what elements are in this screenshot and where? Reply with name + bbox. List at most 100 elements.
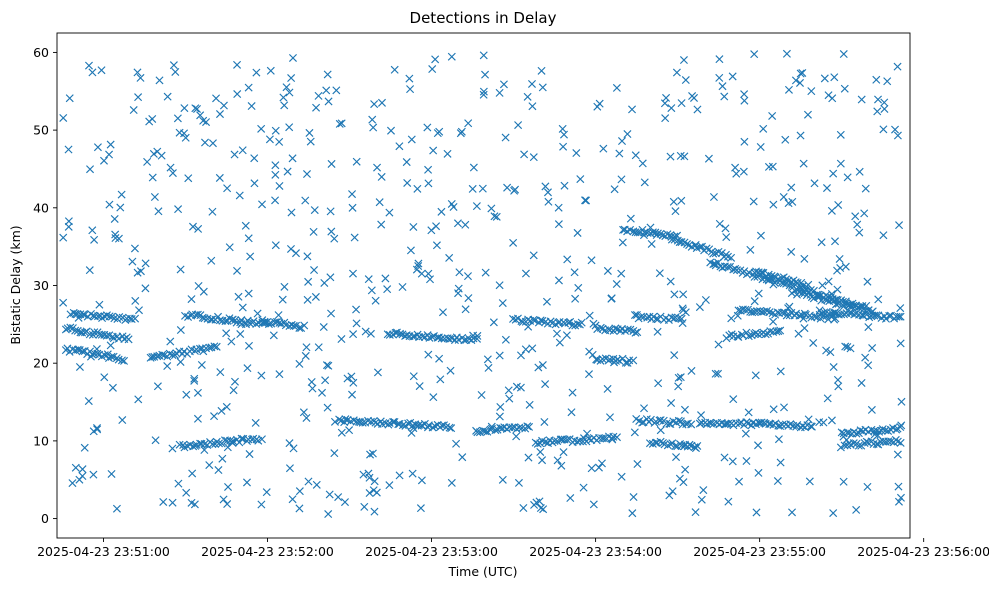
data-point-x-marker: [749, 197, 758, 206]
data-point-x-marker: [299, 408, 308, 417]
data-point-x-marker: [752, 508, 761, 517]
data-point-x-marker: [244, 234, 253, 243]
data-point-x-marker: [324, 510, 333, 519]
data-point-x-marker: [188, 469, 197, 478]
y-tick-label: 40: [33, 200, 49, 215]
data-point-x-marker: [128, 257, 137, 266]
data-point-x-marker: [774, 435, 783, 444]
data-point-x-marker: [227, 337, 236, 346]
data-point-x-marker: [681, 76, 690, 85]
data-point-x-marker: [688, 92, 697, 101]
data-point-x-marker: [340, 498, 349, 507]
data-point-x-marker: [621, 326, 630, 335]
data-point-x-marker: [244, 289, 253, 298]
data-point-x-marker: [542, 297, 551, 306]
data-point-x-marker: [233, 266, 242, 275]
data-point-x-marker: [198, 344, 207, 353]
data-point-x-marker: [218, 454, 227, 463]
data-point-x-marker: [815, 292, 824, 301]
data-point-x-marker: [271, 170, 280, 179]
data-point-x-marker: [332, 86, 341, 95]
data-point-x-marker: [305, 128, 314, 137]
data-point-x-marker: [376, 417, 385, 426]
data-point-x-marker: [168, 169, 177, 178]
data-point-x-marker: [413, 184, 422, 193]
data-point-x-marker: [863, 482, 872, 491]
data-point-x-marker: [424, 269, 433, 278]
data-point-x-marker: [839, 50, 848, 59]
data-point-x-marker: [233, 60, 242, 69]
data-point-x-marker: [503, 183, 512, 192]
data-point-x-marker: [560, 181, 569, 190]
data-points: [59, 49, 906, 519]
data-point-x-marker: [570, 268, 579, 277]
data-point-x-marker: [153, 147, 162, 156]
data-point-x-marker: [639, 231, 648, 240]
data-point-x-marker: [249, 434, 258, 443]
data-point-x-marker: [805, 287, 814, 296]
data-point-x-marker: [499, 80, 508, 89]
data-point-x-marker: [656, 426, 665, 435]
data-point-x-marker: [854, 441, 863, 450]
data-point-x-marker: [793, 278, 802, 287]
data-point-x-marker: [455, 268, 464, 277]
data-point-x-marker: [205, 461, 214, 470]
data-point-x-marker: [628, 509, 637, 518]
data-point-x-marker: [225, 243, 234, 252]
data-point-x-marker: [669, 197, 678, 206]
data-point-x-marker: [413, 330, 422, 339]
data-point-x-marker: [872, 439, 881, 448]
data-point-x-marker: [208, 139, 217, 148]
data-point-x-marker: [514, 121, 523, 130]
data-point-x-marker: [867, 405, 876, 414]
data-point-x-marker: [216, 368, 225, 377]
data-point-x-marker: [687, 420, 696, 429]
data-point-x-marker: [274, 311, 283, 320]
data-point-x-marker: [282, 83, 291, 92]
data-point-x-marker: [141, 284, 150, 293]
data-point-x-marker: [509, 238, 518, 247]
data-point-x-marker: [595, 99, 604, 108]
chart-title: Detections in Delay: [410, 9, 557, 27]
data-point-x-marker: [71, 463, 80, 472]
data-point-x-marker: [568, 388, 577, 397]
data-point-x-marker: [879, 125, 888, 134]
data-point-x-marker: [524, 322, 533, 331]
data-point-x-marker: [436, 375, 445, 384]
data-point-x-marker: [64, 145, 73, 154]
data-point-x-marker: [540, 417, 549, 426]
data-point-x-marker: [208, 207, 217, 216]
x-tick-label: 2025-04-23 23:53:00: [365, 544, 498, 559]
data-point-x-marker: [373, 163, 382, 172]
data-point-x-marker: [424, 165, 433, 174]
data-point-x-marker: [598, 355, 607, 364]
data-point-x-marker: [504, 386, 513, 395]
data-point-x-marker: [831, 237, 840, 246]
data-point-x-marker: [330, 449, 339, 458]
data-point-x-marker: [566, 494, 575, 503]
data-point-x-marker: [603, 266, 612, 275]
data-point-x-marker: [330, 234, 339, 243]
data-point-x-marker: [395, 142, 404, 151]
data-point-x-marker: [523, 92, 532, 101]
data-point-x-marker: [661, 114, 670, 123]
data-point-x-marker: [538, 83, 547, 92]
data-point-x-marker: [117, 190, 126, 199]
data-point-x-marker: [408, 469, 417, 478]
data-point-x-marker: [458, 453, 467, 462]
data-point-x-marker: [417, 476, 426, 485]
data-point-x-marker: [677, 99, 686, 108]
data-point-x-marker: [210, 342, 219, 351]
data-point-x-marker: [782, 275, 791, 284]
data-point-x-marker: [600, 434, 609, 443]
data-point-x-marker: [666, 277, 675, 286]
data-point-x-marker: [371, 296, 380, 305]
data-point-x-marker: [778, 308, 787, 317]
data-point-x-marker: [796, 69, 805, 78]
data-point-x-marker: [757, 307, 766, 316]
data-point-x-marker: [106, 341, 115, 350]
data-point-x-marker: [469, 334, 478, 343]
data-point-x-marker: [200, 440, 209, 449]
data-point-x-marker: [841, 262, 850, 271]
data-point-x-marker: [731, 163, 740, 172]
